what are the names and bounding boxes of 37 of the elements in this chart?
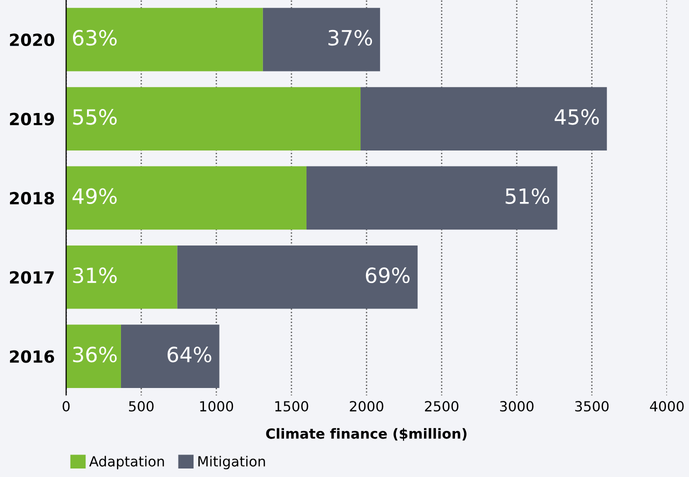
annotation: 45% <box>554 109 599 125</box>
x-axis-title: Climate finance ($million) <box>266 428 466 441</box>
x-tick-label: 1500 <box>275 401 308 412</box>
y-tick-label: 2016 <box>10 350 54 363</box>
bar <box>66 245 178 309</box>
annotation: 37% <box>328 30 372 46</box>
x-tick-label: 1000 <box>200 401 234 412</box>
annotation: 31% <box>73 267 117 284</box>
y-tick-label: 2019 <box>10 112 54 126</box>
bar <box>360 87 607 150</box>
bar <box>262 8 380 72</box>
x-tick-label: 3500 <box>575 401 609 412</box>
bar <box>66 87 361 150</box>
bar <box>66 166 306 230</box>
x-tick-label: 0 <box>62 401 70 412</box>
bar <box>306 166 558 230</box>
annotation: 64% <box>168 346 212 362</box>
annotation: 49% <box>72 188 117 204</box>
x-tick-label: 500 <box>129 401 154 412</box>
annotation: 55% <box>73 109 117 125</box>
bar <box>177 245 418 309</box>
y-tick-label: 2017 <box>10 271 54 284</box>
annotation: 69% <box>366 267 410 284</box>
bar <box>66 324 121 388</box>
x-tick-label: 2500 <box>424 401 458 412</box>
bar <box>66 8 263 72</box>
legend-label: Mitigation <box>198 456 265 470</box>
y-tick-label: 2020 <box>10 34 54 46</box>
x-tick-label: 2000 <box>350 401 384 412</box>
y-tick-label: 2018 <box>10 192 54 205</box>
annotation: 36% <box>73 346 117 362</box>
legend-label: Adaptation <box>89 456 164 470</box>
x-tick-label: 4000 <box>650 401 684 412</box>
annotation: 51% <box>506 188 550 204</box>
annotation: 63% <box>72 30 117 46</box>
x-tick-label: 3000 <box>500 401 534 412</box>
bar <box>120 324 220 388</box>
